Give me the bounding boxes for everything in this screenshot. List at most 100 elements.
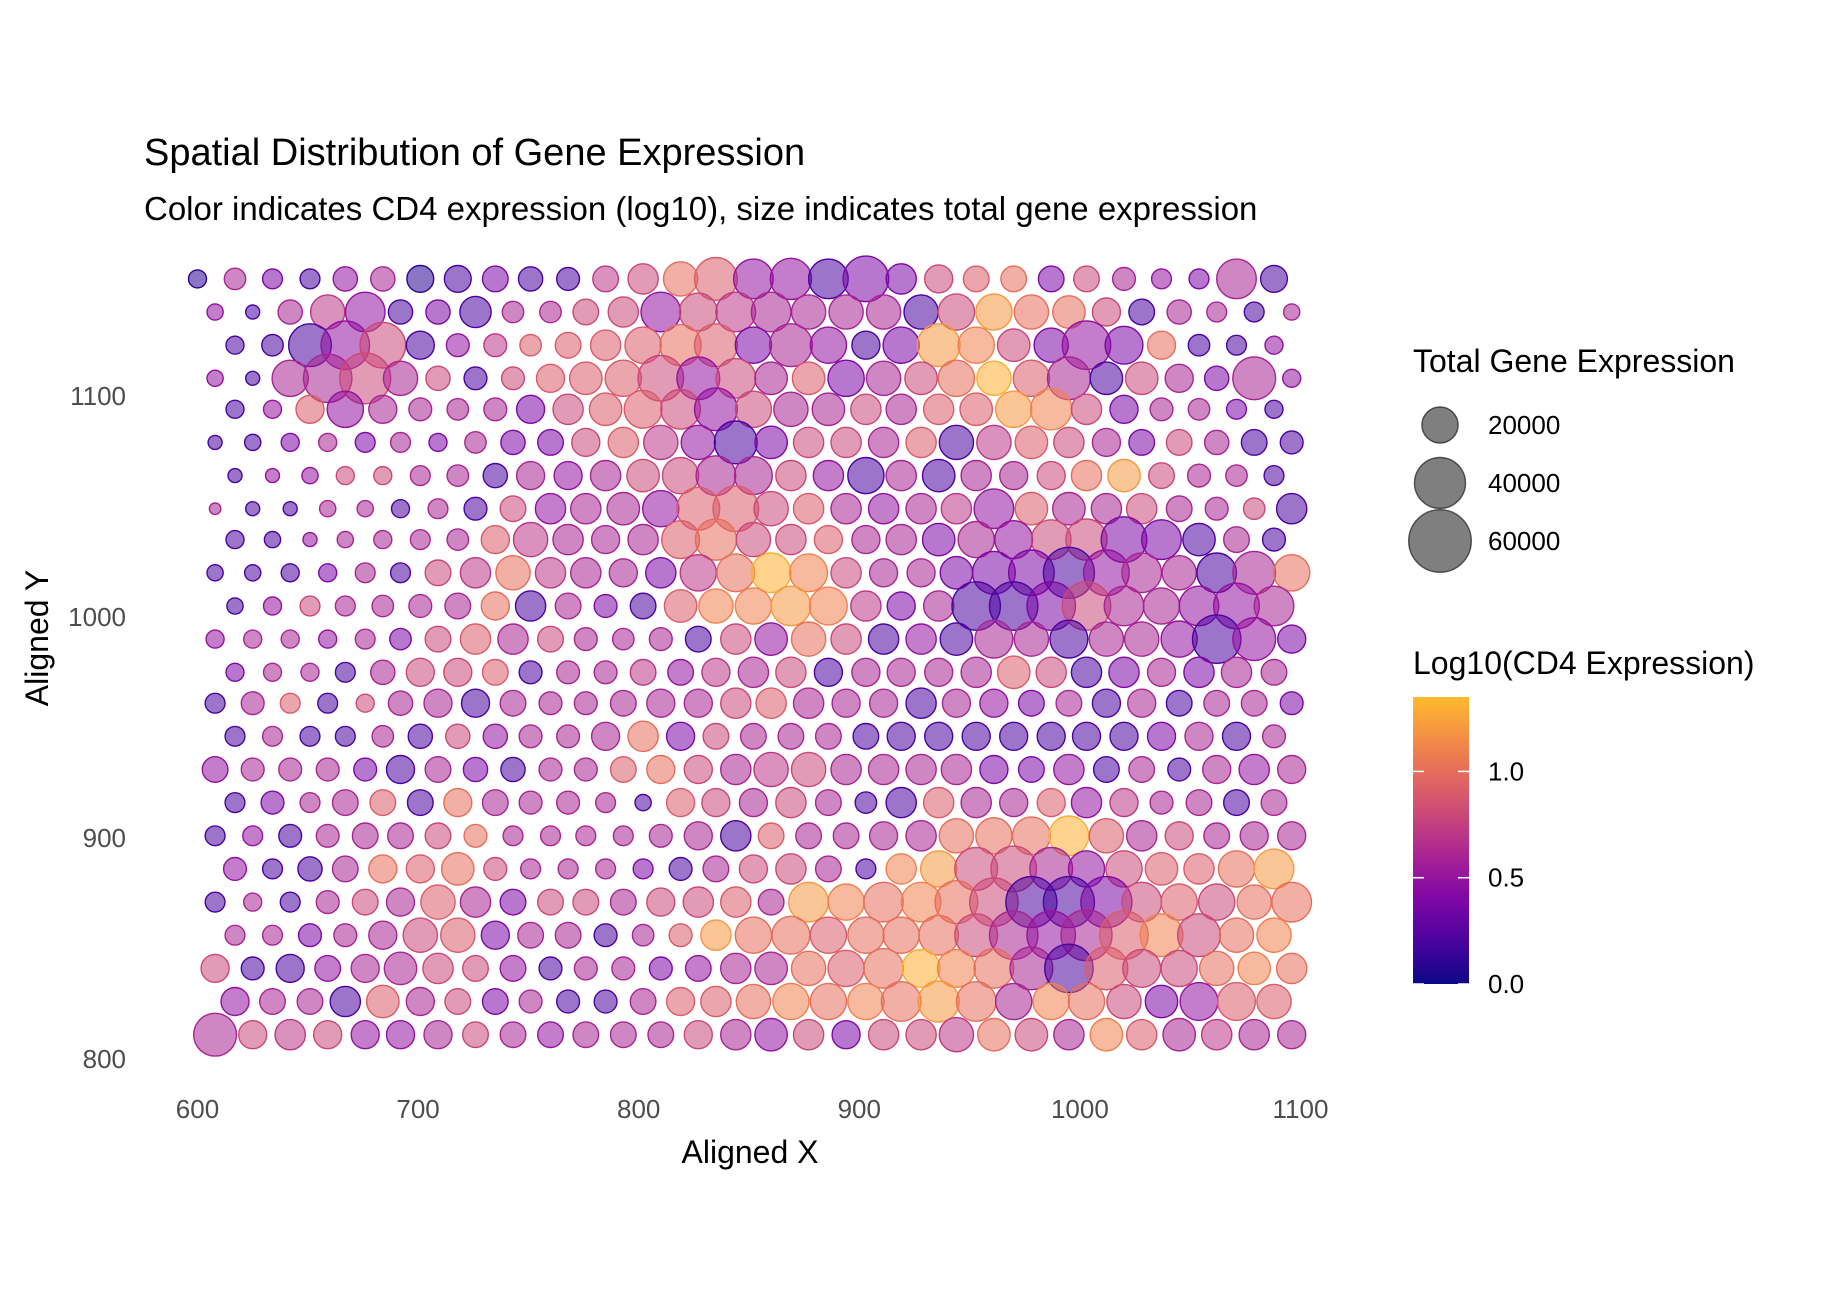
data-point [1108, 459, 1140, 491]
data-point [501, 757, 525, 781]
data-point [886, 854, 916, 884]
data-point [246, 371, 260, 385]
data-point [297, 989, 323, 1015]
data-point [792, 951, 826, 985]
data-point [977, 361, 1011, 395]
data-point [574, 957, 597, 980]
data-point [225, 925, 245, 945]
y-tick-label: 800 [83, 1044, 126, 1074]
data-point [535, 558, 565, 588]
data-point [851, 394, 881, 424]
data-point [1278, 822, 1306, 850]
data-point [367, 985, 399, 1017]
data-point [1143, 588, 1179, 624]
data-point [425, 626, 451, 652]
data-point [594, 595, 617, 618]
data-point [848, 917, 884, 953]
data-point [206, 630, 224, 648]
data-point [961, 657, 991, 687]
data-point [1280, 431, 1303, 454]
data-point [721, 887, 751, 917]
data-point [500, 956, 526, 982]
data-point [756, 688, 786, 718]
data-point [772, 916, 810, 954]
data-point [538, 626, 564, 652]
data-point [1223, 722, 1251, 750]
data-point [1162, 556, 1196, 590]
data-point [445, 989, 471, 1015]
data-point [241, 758, 264, 781]
data-point [1237, 885, 1271, 919]
data-point [356, 694, 374, 712]
data-point [557, 791, 580, 814]
data-point [881, 982, 921, 1022]
colorbar [1413, 697, 1469, 984]
data-point [496, 556, 530, 590]
data-point [828, 360, 864, 396]
data-point [484, 858, 507, 881]
data-point [276, 954, 304, 982]
data-point [701, 920, 731, 950]
data-point [816, 790, 842, 816]
y-tick-label: 1100 [70, 381, 126, 411]
data-point [262, 335, 283, 356]
data-point [1015, 1018, 1047, 1050]
size-legend: Total Gene Expression 200004000060000 [1409, 343, 1735, 572]
data-point [1110, 395, 1138, 423]
data-point [425, 560, 451, 586]
data-point [424, 1021, 452, 1049]
data-point [464, 497, 487, 520]
data-point [923, 523, 955, 555]
data-point [300, 793, 320, 813]
data-point [776, 461, 806, 491]
data-point [519, 990, 542, 1013]
data-point [940, 623, 972, 655]
data-point [388, 691, 412, 715]
data-point [906, 754, 936, 784]
data-point [226, 336, 244, 354]
data-point [754, 492, 788, 526]
data-point [925, 722, 953, 750]
data-point [831, 494, 861, 524]
data-point [426, 300, 450, 324]
data-point [633, 859, 653, 879]
data-point [1015, 426, 1047, 458]
data-point [519, 791, 542, 814]
data-point [226, 400, 244, 418]
data-point [1036, 657, 1066, 687]
data-point [1050, 620, 1088, 658]
data-point [316, 891, 339, 914]
data-point [906, 688, 936, 718]
data-point [279, 758, 302, 781]
data-point [403, 918, 437, 952]
data-point [1277, 494, 1307, 524]
data-point [315, 956, 341, 982]
data-point [202, 757, 228, 783]
data-point [279, 824, 302, 847]
colorbar-tick-label: 0.0 [1488, 969, 1524, 999]
data-point [814, 658, 842, 686]
data-point [1089, 819, 1123, 853]
data-point [1226, 465, 1247, 486]
data-point [644, 425, 678, 459]
data-point [460, 558, 490, 588]
data-point [810, 327, 846, 363]
data-point [1233, 618, 1276, 661]
data-point [1205, 366, 1229, 390]
data-point [632, 925, 653, 946]
data-point [1205, 497, 1228, 520]
size-legend-items: 200004000060000 [1409, 407, 1561, 572]
data-point [260, 989, 286, 1015]
data-point [1014, 295, 1048, 329]
data-point [794, 688, 824, 718]
data-point [243, 826, 263, 846]
data-point [334, 924, 357, 947]
data-point [264, 663, 282, 681]
data-point [794, 494, 824, 524]
data-point [555, 593, 581, 619]
data-point [848, 458, 884, 494]
data-point [1218, 851, 1254, 887]
data-point [481, 592, 509, 620]
data-point [1163, 1018, 1195, 1050]
data-point [1056, 690, 1082, 716]
